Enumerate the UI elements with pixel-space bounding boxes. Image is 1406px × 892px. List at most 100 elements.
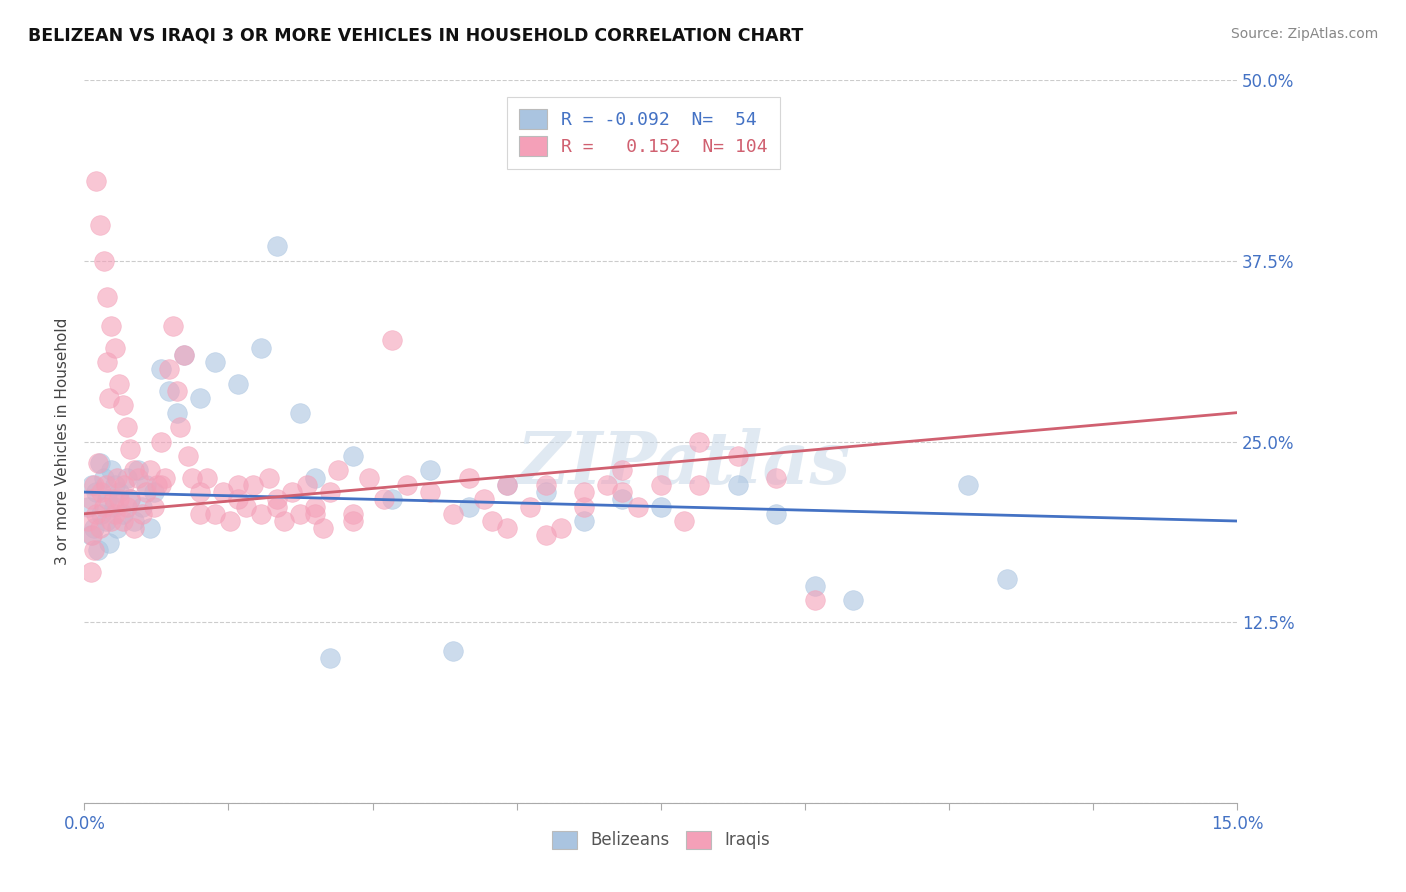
Point xyxy=(157,362,180,376)
Point xyxy=(90,507,112,521)
Point xyxy=(304,507,326,521)
Point xyxy=(627,500,650,514)
Point xyxy=(373,492,395,507)
Point xyxy=(80,528,103,542)
Point xyxy=(342,507,364,521)
Point xyxy=(166,384,188,398)
Point xyxy=(115,500,138,514)
Point xyxy=(357,471,380,485)
Point xyxy=(97,391,120,405)
Point xyxy=(100,463,122,477)
Point xyxy=(90,485,112,500)
Point xyxy=(120,492,142,507)
Point xyxy=(612,485,634,500)
Point xyxy=(93,471,115,485)
Text: BELIZEAN VS IRAQI 3 OR MORE VEHICLES IN HOUSEHOLD CORRELATION CHART: BELIZEAN VS IRAQI 3 OR MORE VEHICLES IN … xyxy=(28,27,803,45)
Y-axis label: 3 or more Vehicles in Household: 3 or more Vehicles in Household xyxy=(55,318,70,566)
Point xyxy=(124,463,146,477)
Point xyxy=(688,434,710,449)
Point xyxy=(297,478,319,492)
Point xyxy=(120,492,142,507)
Point xyxy=(311,521,333,535)
Point xyxy=(273,514,295,528)
Point xyxy=(103,500,125,514)
Point xyxy=(105,521,128,535)
Point xyxy=(131,500,153,514)
Point xyxy=(381,492,404,507)
Point xyxy=(84,507,107,521)
Point xyxy=(127,471,149,485)
Legend: Belizeans, Iraqis: Belizeans, Iraqis xyxy=(546,824,776,856)
Point xyxy=(105,471,128,485)
Point xyxy=(120,442,142,456)
Point xyxy=(83,478,105,492)
Point xyxy=(266,492,288,507)
Point xyxy=(77,500,100,514)
Point xyxy=(79,565,101,579)
Point xyxy=(131,507,153,521)
Point xyxy=(572,514,595,528)
Point xyxy=(688,478,710,492)
Point xyxy=(87,542,110,557)
Point xyxy=(319,485,342,500)
Point xyxy=(94,478,117,492)
Point xyxy=(79,492,101,507)
Point xyxy=(226,376,249,391)
Point xyxy=(162,318,184,333)
Point xyxy=(127,463,149,477)
Point xyxy=(150,478,173,492)
Point xyxy=(150,434,173,449)
Point xyxy=(97,535,120,549)
Point xyxy=(304,500,326,514)
Point xyxy=(650,478,672,492)
Point xyxy=(419,463,441,477)
Point xyxy=(96,355,118,369)
Point xyxy=(166,406,188,420)
Point xyxy=(115,471,138,485)
Point xyxy=(195,471,218,485)
Point xyxy=(572,500,595,514)
Point xyxy=(319,651,342,665)
Point xyxy=(89,521,111,535)
Point xyxy=(250,341,273,355)
Text: ZIPatlas: ZIPatlas xyxy=(517,428,851,499)
Point xyxy=(211,485,233,500)
Point xyxy=(672,514,695,528)
Point xyxy=(266,239,288,253)
Point xyxy=(96,492,118,507)
Point xyxy=(177,449,200,463)
Point xyxy=(219,514,242,528)
Point xyxy=(441,507,464,521)
Point xyxy=(188,391,211,405)
Point xyxy=(80,478,103,492)
Point xyxy=(727,449,749,463)
Point xyxy=(457,471,479,485)
Point xyxy=(612,463,634,477)
Point xyxy=(596,478,619,492)
Point xyxy=(93,253,115,268)
Point xyxy=(111,507,134,521)
Point xyxy=(188,507,211,521)
Point xyxy=(226,492,249,507)
Point xyxy=(396,478,419,492)
Point xyxy=(100,514,122,528)
Point xyxy=(87,456,110,470)
Point xyxy=(108,376,131,391)
Point xyxy=(150,362,173,376)
Point xyxy=(250,507,273,521)
Point xyxy=(957,478,980,492)
Point xyxy=(100,318,122,333)
Point xyxy=(93,500,115,514)
Point xyxy=(204,355,226,369)
Point xyxy=(266,500,288,514)
Point xyxy=(135,485,157,500)
Point xyxy=(381,334,404,348)
Point xyxy=(96,290,118,304)
Point xyxy=(281,485,304,500)
Point xyxy=(142,500,165,514)
Point xyxy=(842,593,865,607)
Point xyxy=(457,500,479,514)
Point xyxy=(153,471,176,485)
Point xyxy=(111,398,134,412)
Point xyxy=(124,514,146,528)
